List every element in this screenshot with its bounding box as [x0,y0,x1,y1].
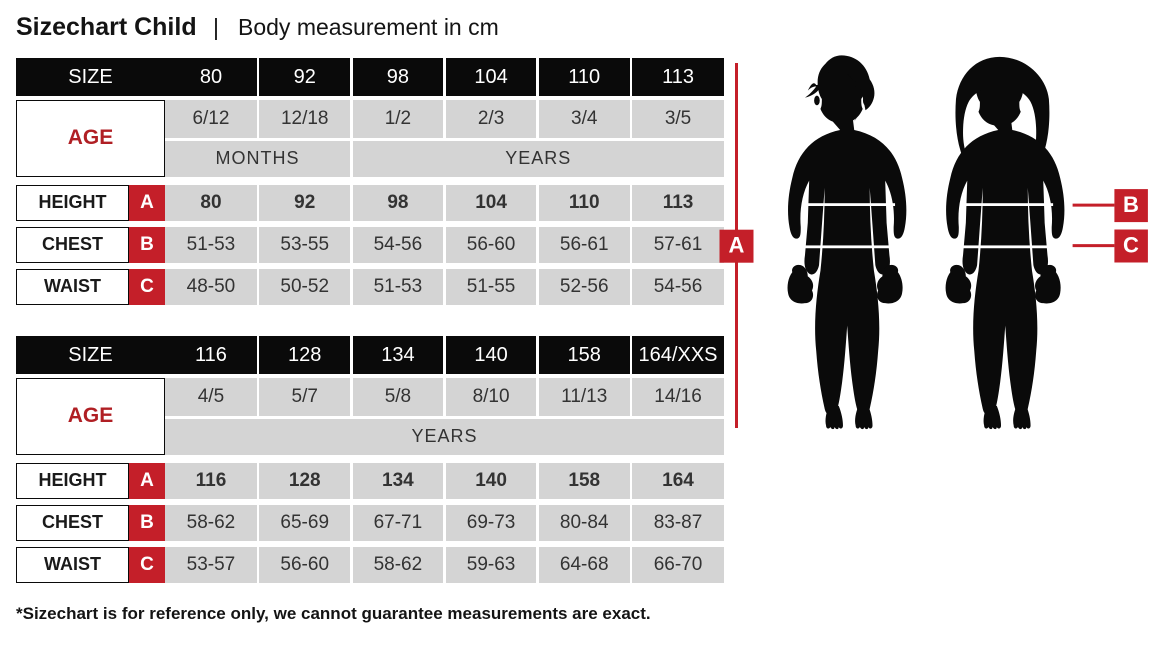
svg-text:C: C [1123,232,1139,257]
svg-text:B: B [1123,192,1139,217]
svg-text:A: A [729,233,745,258]
